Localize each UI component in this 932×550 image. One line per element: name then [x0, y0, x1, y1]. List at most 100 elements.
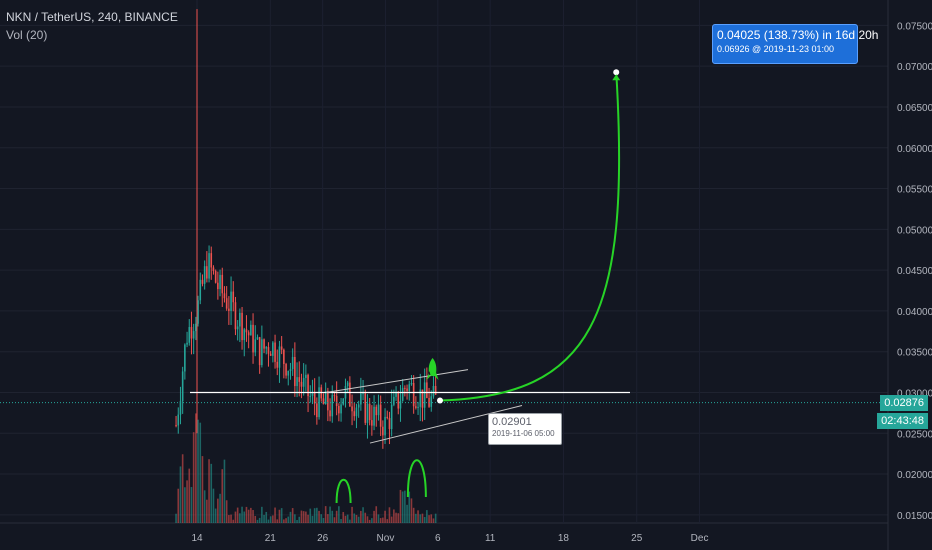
y-tick-label: 0.07000 — [897, 62, 932, 73]
candle-body — [335, 395, 338, 406]
candle-body — [399, 400, 402, 409]
candle-body — [340, 404, 342, 414]
volume-bar — [428, 515, 430, 523]
volume-bar — [417, 510, 419, 523]
volume-bar — [221, 469, 224, 523]
candle-body — [276, 361, 279, 368]
volume-bar — [212, 488, 215, 523]
volume-bar — [371, 518, 373, 523]
projection-start-point — [436, 397, 443, 404]
volume-indicator-label[interactable]: Vol (20) — [6, 28, 48, 42]
volume-bar — [291, 508, 294, 523]
candle-body — [250, 324, 252, 336]
channel-lower — [369, 405, 523, 444]
volume-bar — [423, 516, 426, 523]
candle-body — [338, 405, 340, 414]
volume-bar — [300, 510, 303, 523]
candle-body — [417, 406, 419, 408]
volume-bar — [228, 515, 230, 523]
volume-bar — [410, 498, 413, 523]
volume-bar — [206, 499, 208, 523]
candle-body — [280, 346, 283, 350]
volume-bar — [201, 456, 204, 523]
volume-bar — [181, 454, 184, 523]
volume-bar — [195, 413, 197, 523]
candle-body — [258, 337, 261, 366]
candle-body — [404, 387, 406, 389]
candle-body — [375, 406, 378, 416]
volume-bar — [395, 512, 397, 523]
candle-body — [415, 406, 417, 408]
candle-body — [355, 407, 358, 417]
candle-body — [265, 347, 268, 349]
candle-body — [421, 389, 424, 408]
volume-bar — [340, 518, 342, 523]
volume-bar — [225, 500, 228, 523]
volume-bar — [265, 511, 268, 523]
candle-body — [188, 327, 191, 343]
candle-body — [426, 382, 428, 398]
volume-bar — [342, 512, 345, 523]
candle-body — [254, 339, 257, 353]
candle-body — [245, 329, 248, 333]
volume-bar — [360, 510, 362, 523]
candle-body — [230, 291, 232, 311]
point-price: 0.02901 — [492, 416, 532, 428]
candle-body — [263, 339, 265, 349]
candle-body — [410, 383, 413, 385]
volume-bar — [309, 508, 312, 523]
volume-bar — [421, 513, 424, 523]
volume-bar — [274, 507, 276, 523]
volume-bar — [247, 509, 250, 523]
candle-body — [190, 327, 193, 339]
volume-bar — [287, 516, 290, 523]
candle-body — [384, 416, 386, 436]
candle-body — [298, 377, 301, 382]
volume-bar — [236, 507, 239, 523]
candle-body — [300, 381, 303, 387]
y-tick-label: 0.03500 — [897, 348, 932, 359]
candle-body — [177, 414, 180, 426]
x-tick-label: Nov — [377, 533, 395, 544]
volume-bar — [258, 517, 261, 523]
volume-bar — [278, 509, 281, 523]
volume-bar — [285, 518, 287, 523]
x-tick-label: 11 — [485, 533, 496, 544]
candle-body — [302, 378, 305, 387]
volume-bar — [324, 506, 327, 523]
volume-bar — [430, 514, 433, 523]
measure-target: 0.06926 @ 2019-11-23 01:00 — [717, 44, 835, 54]
candle-body — [181, 371, 184, 402]
candle-body — [406, 388, 408, 392]
volume-bar — [375, 506, 378, 523]
candle-body — [208, 253, 210, 279]
volume-bar — [432, 518, 435, 523]
candle-body — [412, 383, 415, 407]
candle-body — [322, 398, 325, 405]
candle-body — [318, 387, 320, 418]
candle-body — [296, 377, 298, 387]
volume-bar — [232, 519, 235, 523]
candle-body — [234, 302, 237, 330]
volume-bar — [230, 514, 232, 523]
candle-body — [272, 342, 274, 356]
y-tick-label: 0.06000 — [897, 144, 932, 155]
volume-bar — [377, 514, 380, 523]
candle-body — [289, 369, 292, 371]
candle-body — [285, 363, 287, 376]
volume-bar — [276, 519, 279, 523]
volume-bar — [239, 513, 241, 523]
candle-body — [228, 308, 230, 311]
candle-body — [241, 312, 243, 341]
candle-body — [252, 324, 254, 353]
volume-bar — [404, 490, 406, 523]
y-tick-label: 0.04500 — [897, 266, 932, 277]
candle-body — [346, 382, 349, 387]
measure-tooltip: 0.04025 (138.73%) in 16d 20h 0.06926 @ 2… — [712, 24, 878, 64]
candle-body — [247, 332, 250, 336]
volume-arch-1 — [335, 479, 352, 504]
candle-body — [261, 339, 263, 366]
candle-body — [360, 393, 362, 405]
volume-bar — [333, 517, 336, 523]
